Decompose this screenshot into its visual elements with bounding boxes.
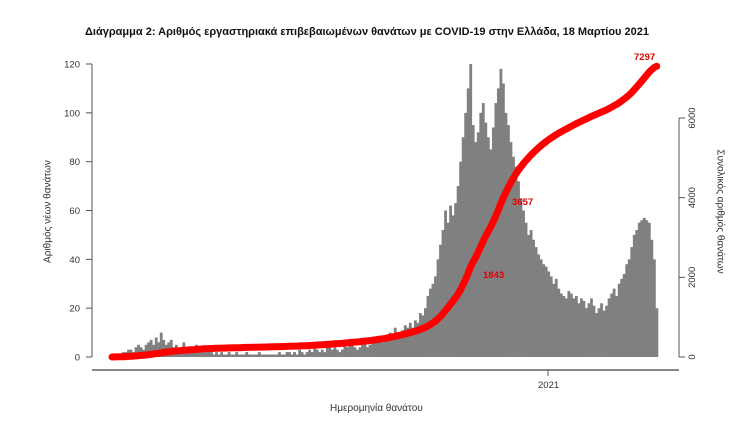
y-left-tick-label: 0 — [75, 353, 80, 364]
y-right-tick-label: 6000 — [687, 107, 698, 128]
y-left-tick-label: 120 — [64, 60, 80, 71]
y-left-tick-label: 80 — [69, 157, 80, 168]
right-axis: 0 2000 4000 6000 — [678, 107, 698, 360]
y-right-tick-label: 0 — [687, 354, 698, 359]
x-axis-label: Ημερομηνία θανάτου — [330, 403, 423, 414]
y-right-tick-label: 4000 — [687, 187, 698, 208]
y-left-axis-label: Αριθμός νέων θανάτων — [42, 160, 54, 263]
annotation-3657: 3657 — [512, 197, 533, 208]
y-left-tick-label: 100 — [64, 108, 80, 119]
y-left-tick-label: 40 — [69, 255, 80, 266]
x-axis — [92, 369, 679, 376]
y-right-axis-label: Συνολικός αριθμός θανάτων — [714, 149, 726, 274]
left-axis: 0 20 40 60 80 100 120 — [64, 60, 93, 364]
y-right-tick-label: 2000 — [687, 267, 698, 288]
annotation-7297: 7297 — [634, 52, 655, 63]
daily-deaths-bars — [112, 64, 659, 358]
x-tick-2021: 2021 — [538, 380, 560, 391]
y-left-tick-label: 60 — [69, 206, 80, 217]
cumulative-deaths-line — [108, 62, 661, 361]
line-annotations: 1843 3657 7297 — [483, 52, 655, 281]
chart-title: Διάγραμμα 2: Αριθμός εργαστηριακά επιβεβ… — [85, 26, 649, 38]
annotation-1843: 1843 — [483, 270, 504, 281]
y-left-tick-label: 20 — [69, 304, 80, 315]
